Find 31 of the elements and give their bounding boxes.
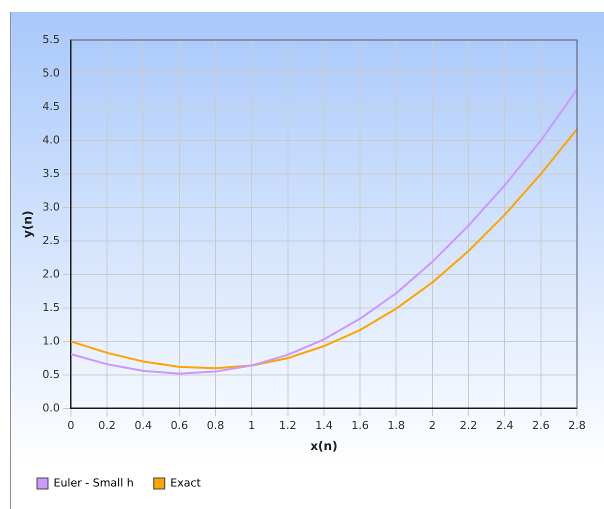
y-tick-label: 0.5 — [42, 368, 60, 381]
legend-label: Euler - Small h — [54, 476, 134, 490]
legend-label: Exact — [170, 476, 202, 490]
y-tick-label: 5.0 — [42, 66, 60, 80]
x-tick-label: 1.4 — [315, 418, 333, 432]
x-tick-label: 2 — [428, 418, 436, 432]
x-tick-label: 0.6 — [170, 418, 188, 432]
x-tick-label: 2.6 — [532, 418, 550, 432]
y-tick-label: 5.5 — [42, 32, 60, 46]
y-tick-label: 1.0 — [42, 334, 60, 348]
x-tick-label: 0.4 — [134, 418, 152, 432]
x-tick-label: 2.2 — [460, 418, 478, 432]
x-tick-label: 0.8 — [206, 418, 224, 432]
y-tick-label: 4.0 — [42, 133, 60, 146]
x-tick-label: 1.6 — [351, 418, 369, 432]
y-tick-label: 0.0 — [42, 401, 60, 414]
y-tick-label: 3.5 — [42, 166, 60, 180]
x-tick-label: 1.2 — [279, 418, 297, 432]
x-tick-label: 1.8 — [388, 418, 405, 432]
x-tick-label: 2.8 — [568, 418, 586, 432]
x-tick-label: 0 — [67, 418, 74, 432]
x-tick-label: 1 — [248, 418, 256, 432]
y-tick-label: 3.0 — [42, 200, 60, 214]
y-tick-label: 1.5 — [42, 300, 60, 314]
y-tick-label: 4.5 — [42, 100, 60, 113]
x-axis-title: x(n) — [310, 438, 338, 453]
y-tick-label: 2.0 — [42, 267, 60, 280]
x-tick-label: 2.4 — [496, 418, 514, 432]
x-tick-label: 0.2 — [98, 418, 116, 432]
y-tick-label: 2.5 — [42, 234, 60, 247]
y-axis-title: y(n) — [20, 210, 34, 238]
